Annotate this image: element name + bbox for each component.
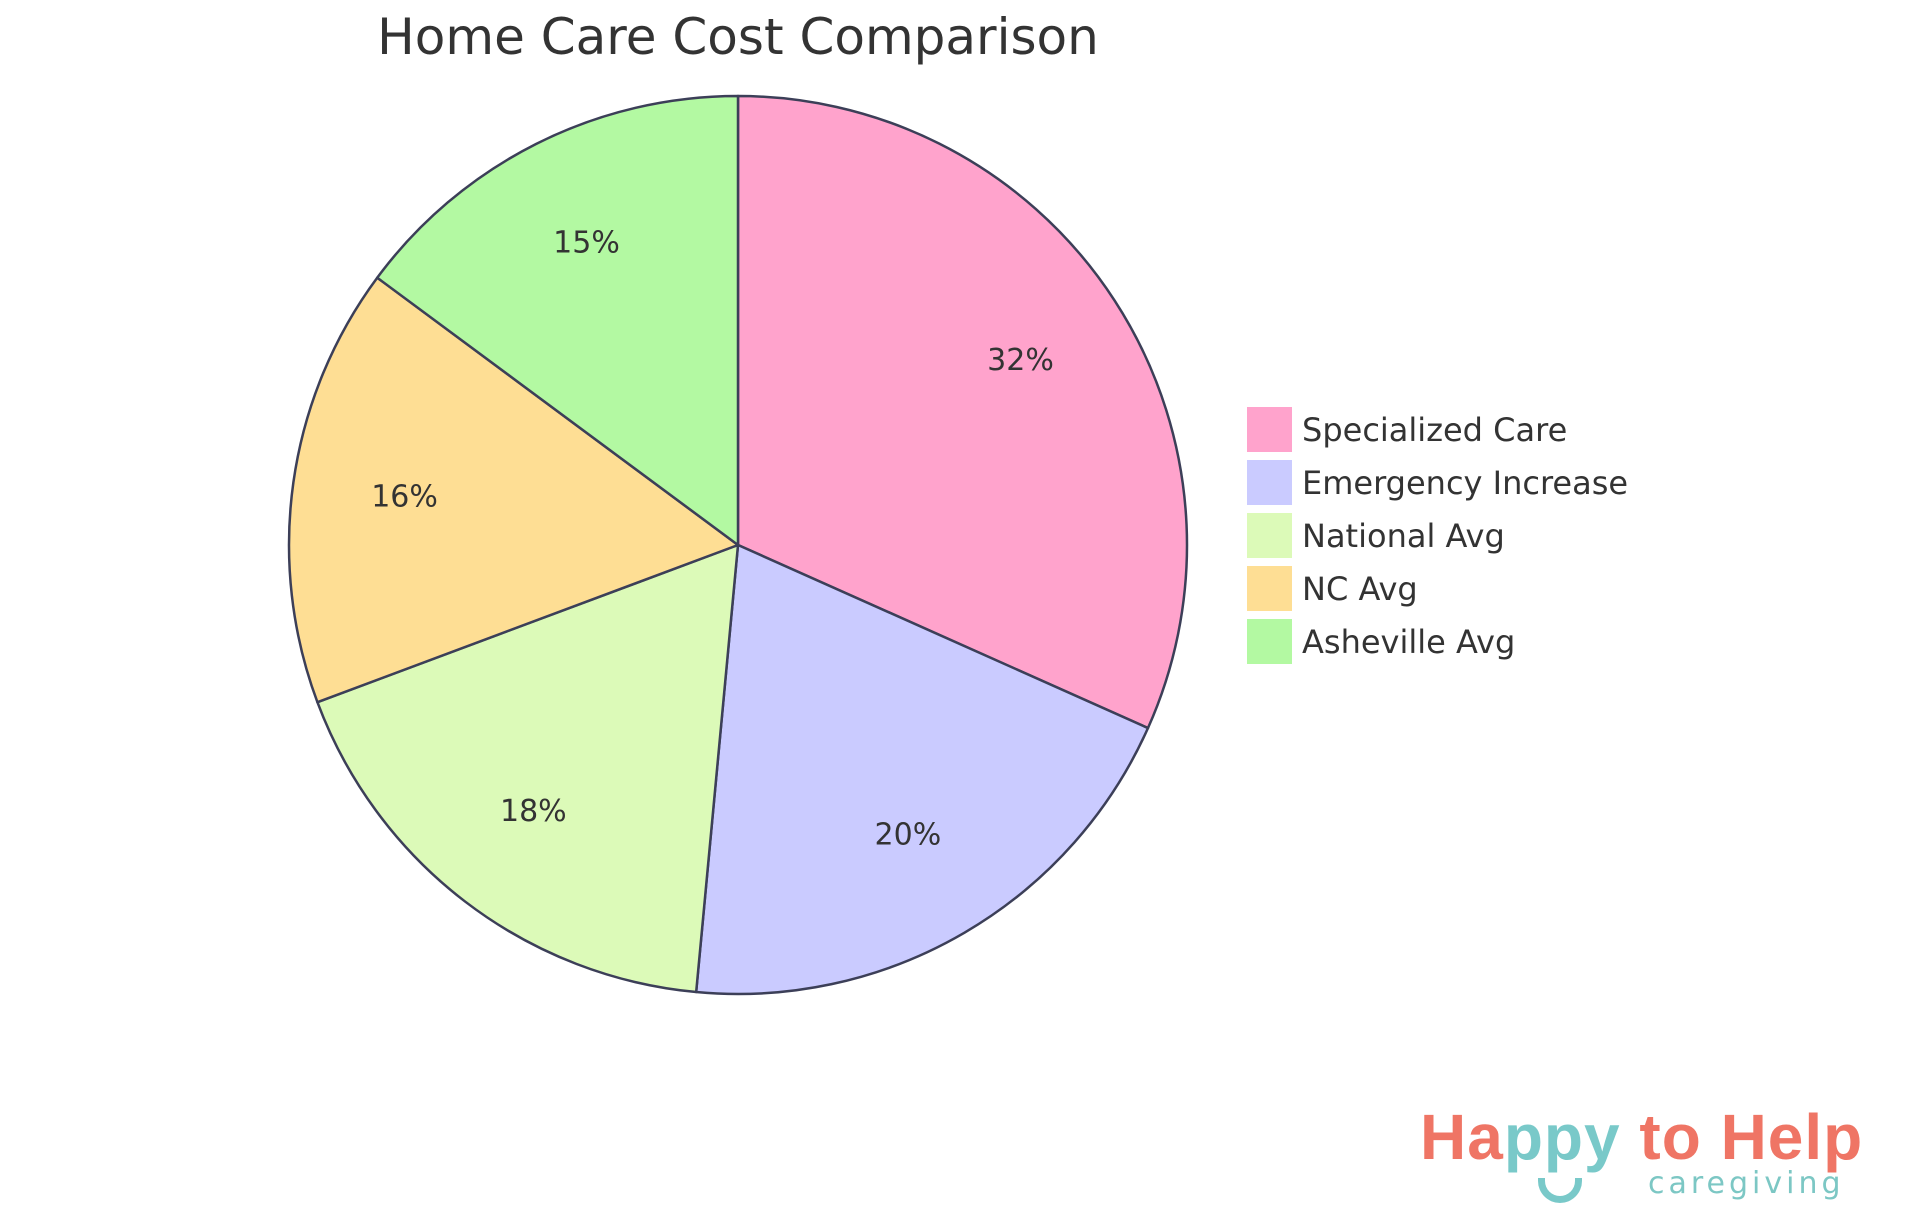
legend-label: National Avg <box>1302 516 1505 555</box>
legend-item: Asheville Avg <box>1247 619 1628 664</box>
logo-text-part: Ha <box>1420 1101 1504 1173</box>
slice-data-label: 15% <box>553 226 620 261</box>
pie-slice-asheville-avg <box>375 94 740 547</box>
legend-label: NC Avg <box>1302 569 1418 608</box>
legend-swatch <box>1247 460 1292 505</box>
legend-item: NC Avg <box>1247 566 1628 611</box>
pie-slice-national-avg <box>316 543 740 994</box>
pie-slice-nc-avg <box>287 276 740 704</box>
logo-text-part: to Help <box>1620 1101 1864 1173</box>
legend-item: Specialized Care <box>1247 407 1628 452</box>
legend: Specialized Care Emergency Increase Nati… <box>1247 407 1628 672</box>
legend-label: Emergency Increase <box>1302 463 1629 502</box>
pie-chart: 32% 20% 18% 16% 15% <box>287 94 1189 996</box>
legend-item: National Avg <box>1247 513 1628 558</box>
slice-data-label: 18% <box>500 794 567 829</box>
logo-text-part: ppy <box>1503 1101 1621 1173</box>
legend-label: Asheville Avg <box>1302 622 1516 661</box>
legend-swatch <box>1247 619 1292 664</box>
legend-label: Specialized Care <box>1302 410 1568 449</box>
logo-subtitle: caregiving <box>1648 1166 1845 1201</box>
legend-swatch <box>1247 513 1292 558</box>
logo-wordmark: Happy to Help <box>1420 1100 1863 1174</box>
slice-data-label: 16% <box>371 480 438 515</box>
pie-slice-specialized-care <box>736 94 1189 730</box>
company-logo: Happy to Help caregiving <box>1420 1100 1900 1210</box>
slice-data-label: 20% <box>875 817 942 852</box>
legend-swatch <box>1247 407 1292 452</box>
legend-item: Emergency Increase <box>1247 460 1628 505</box>
pie-slice-emergency-increase <box>694 543 1150 996</box>
slice-data-label: 32% <box>987 343 1054 378</box>
legend-swatch <box>1247 566 1292 611</box>
chart-title: Home Care Cost Comparison <box>377 8 1099 66</box>
smile-icon <box>1538 1178 1582 1203</box>
